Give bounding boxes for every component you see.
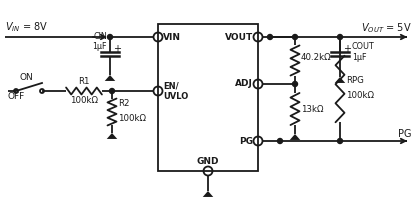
Circle shape (110, 89, 115, 94)
Text: VIN: VIN (163, 32, 181, 42)
Text: +: + (343, 44, 351, 54)
Circle shape (108, 34, 113, 39)
Text: 100kΩ: 100kΩ (346, 91, 374, 100)
Text: 100kΩ: 100kΩ (70, 96, 98, 105)
Text: COUT
1μF: COUT 1μF (352, 42, 375, 62)
Text: 40.2kΩ: 40.2kΩ (301, 53, 332, 62)
Circle shape (292, 82, 297, 87)
Text: 100kΩ: 100kΩ (118, 114, 146, 123)
Text: $V_{OUT}$ = 5V: $V_{OUT}$ = 5V (361, 21, 412, 35)
Text: CIN
1μF: CIN 1μF (93, 32, 107, 51)
Text: 13kΩ: 13kΩ (301, 104, 324, 113)
Text: ON: ON (20, 73, 34, 82)
Circle shape (277, 139, 282, 143)
Text: R1: R1 (78, 77, 90, 86)
Text: GND: GND (197, 157, 219, 166)
Circle shape (292, 34, 297, 39)
Text: +: + (113, 44, 121, 54)
Text: OFF: OFF (8, 92, 25, 101)
Bar (158, 24, 258, 171)
Text: RPG: RPG (346, 76, 364, 85)
Text: $V_{IN}$ = 8V: $V_{IN}$ = 8V (5, 20, 48, 34)
Polygon shape (335, 77, 345, 83)
Text: EN/
UVLO: EN/ UVLO (163, 81, 188, 101)
Text: PG: PG (239, 137, 253, 145)
Text: VOUT: VOUT (225, 32, 253, 42)
Polygon shape (290, 134, 300, 140)
Polygon shape (105, 75, 115, 81)
Polygon shape (107, 133, 117, 139)
Text: R2: R2 (118, 99, 130, 108)
Circle shape (337, 34, 342, 39)
Circle shape (337, 139, 342, 143)
Polygon shape (203, 191, 213, 197)
Circle shape (267, 34, 272, 39)
Text: PG: PG (399, 129, 412, 139)
Text: ADJ: ADJ (235, 79, 253, 89)
